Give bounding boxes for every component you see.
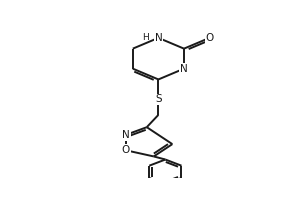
Text: O: O bbox=[206, 33, 214, 43]
Text: O: O bbox=[122, 145, 130, 155]
Text: H: H bbox=[142, 33, 149, 42]
Text: S: S bbox=[155, 94, 162, 104]
Text: N: N bbox=[122, 130, 130, 140]
Text: N: N bbox=[180, 64, 188, 74]
Text: N: N bbox=[154, 33, 162, 43]
